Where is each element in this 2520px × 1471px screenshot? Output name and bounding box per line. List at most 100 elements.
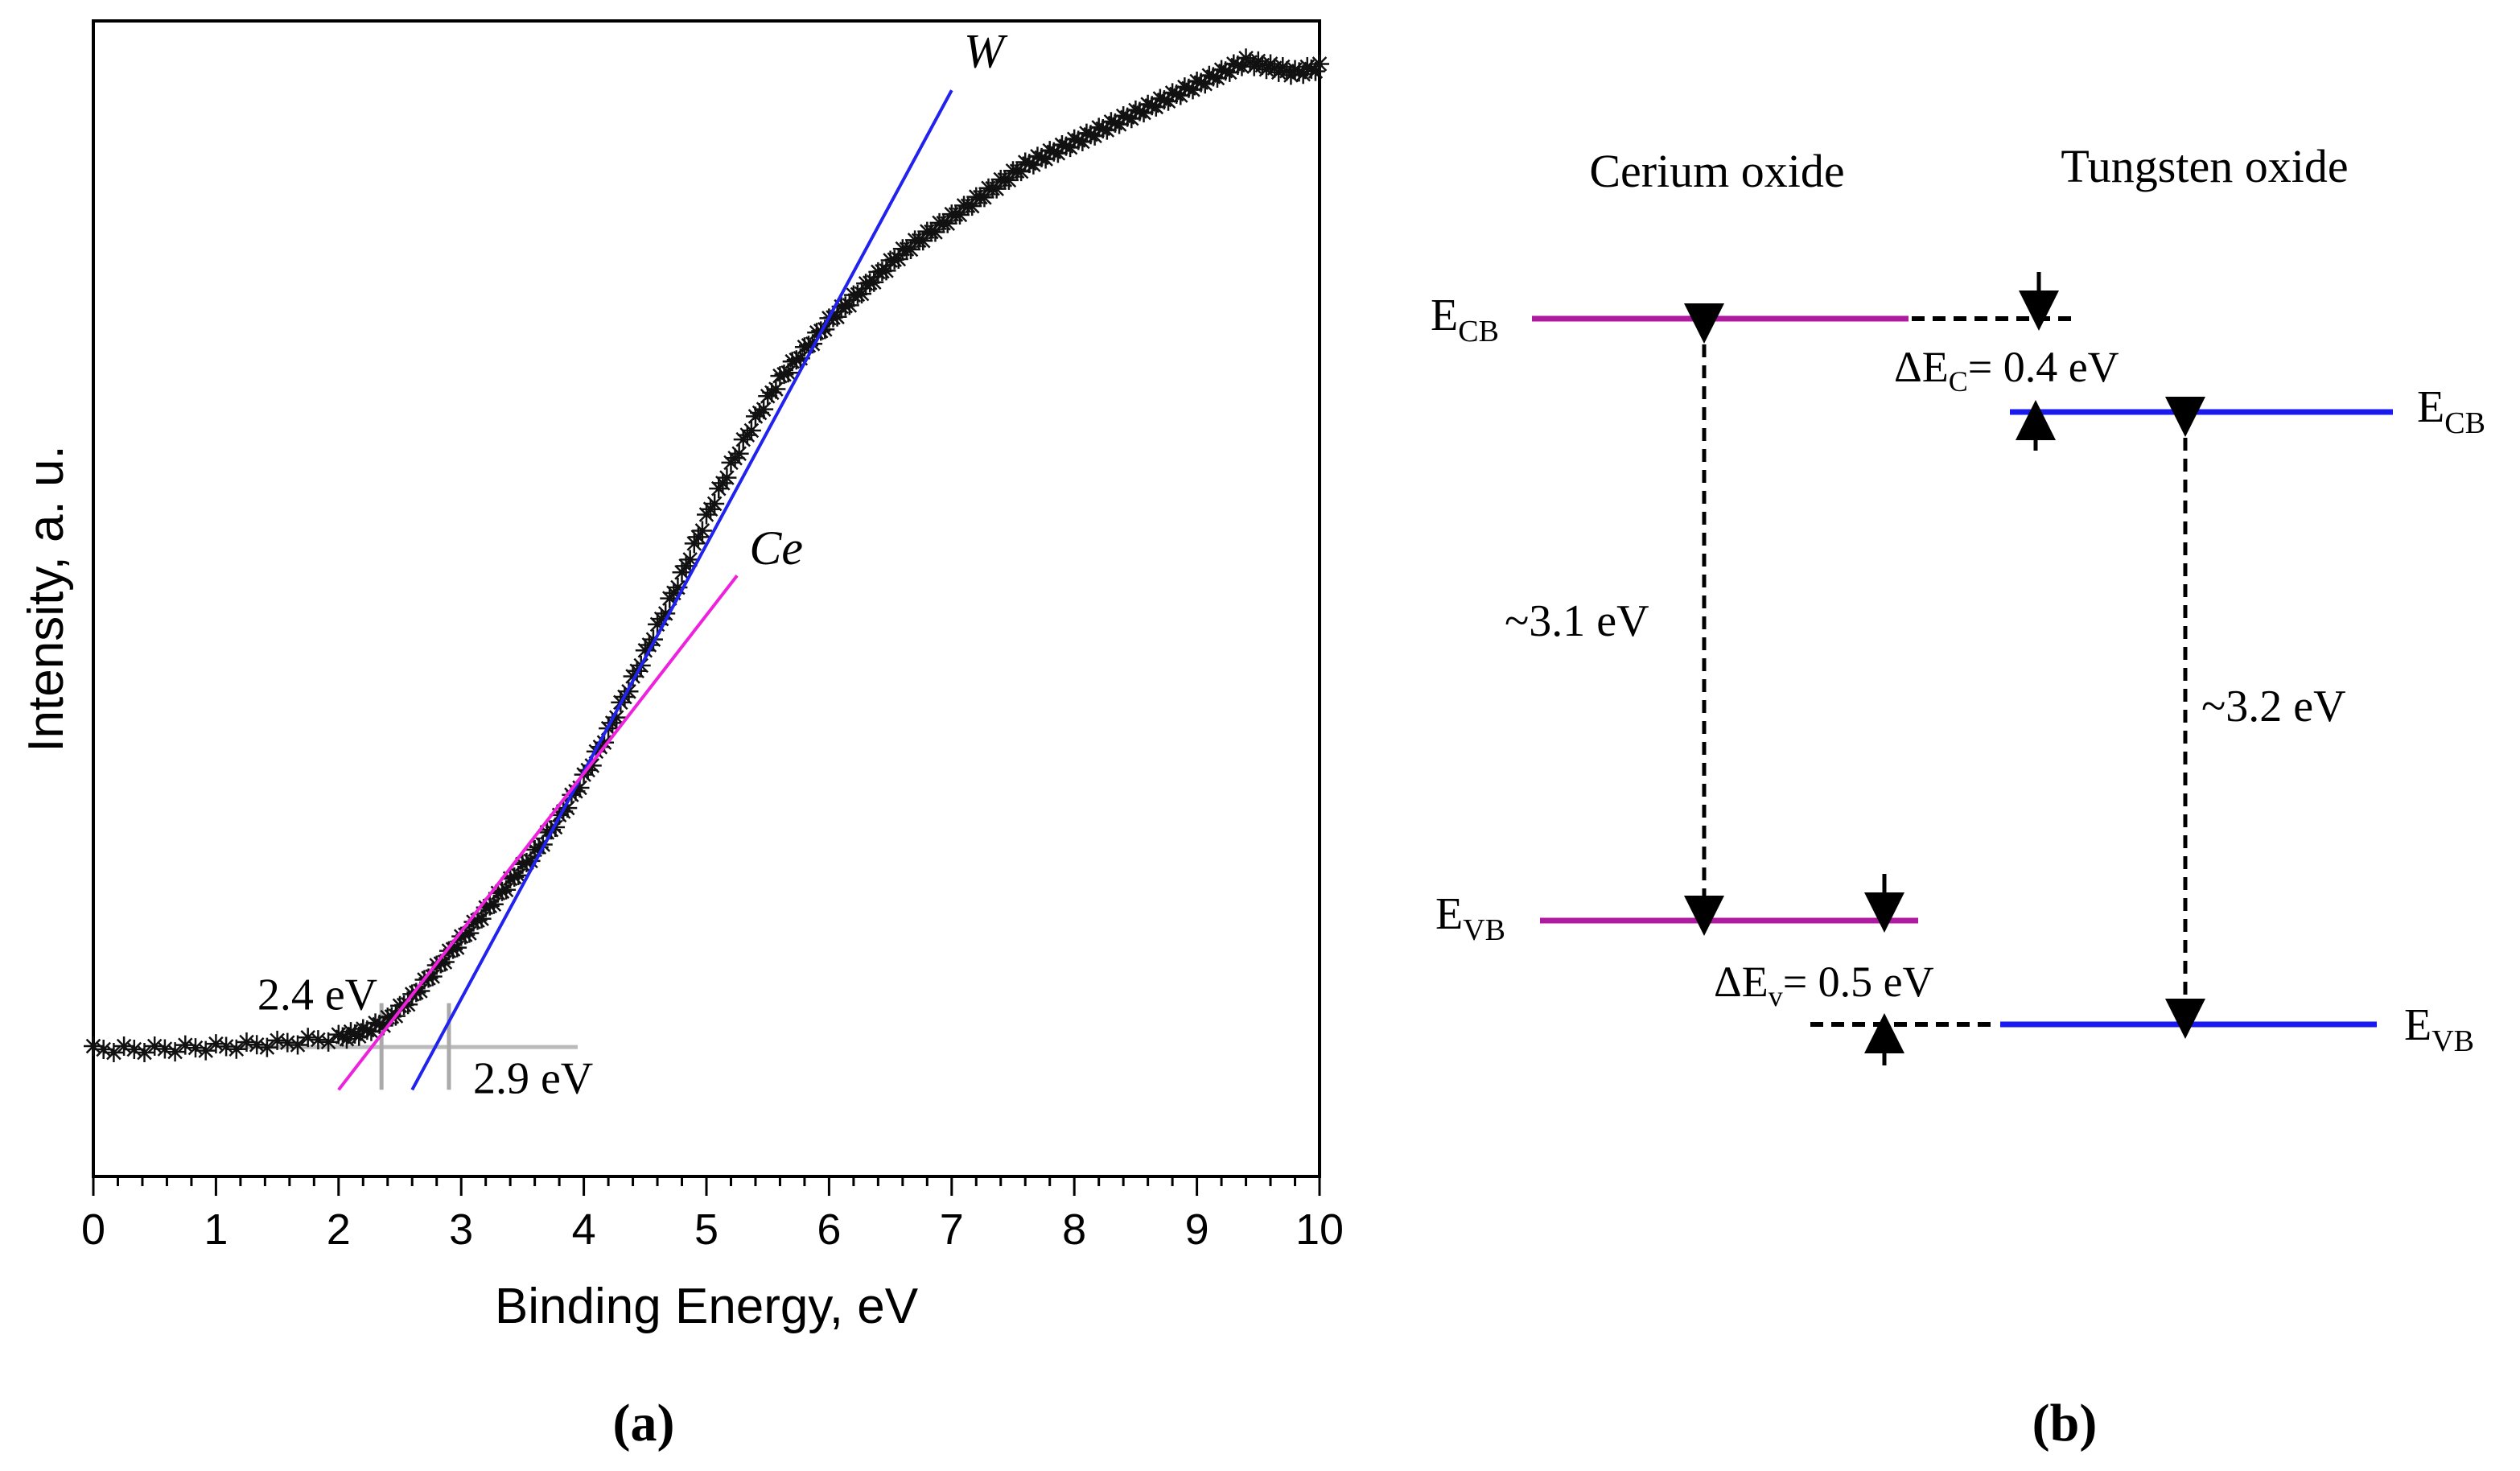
onset-label: 2.9 eV bbox=[473, 1053, 593, 1103]
data-point-star bbox=[741, 420, 761, 440]
data-point-star bbox=[504, 867, 525, 887]
x-tick-label: 4 bbox=[572, 1205, 596, 1254]
data-point-star bbox=[154, 1039, 175, 1059]
delta-ev-label: ΔEv= 0.5 eV bbox=[1714, 958, 1934, 1012]
data-point-star bbox=[84, 1036, 103, 1057]
wo3-ecb-label: ECB bbox=[2417, 382, 2485, 440]
data-point-star bbox=[93, 1040, 113, 1060]
data-point-star bbox=[782, 352, 802, 372]
x-tick-label: 5 bbox=[694, 1205, 719, 1254]
data-point-star bbox=[467, 910, 488, 930]
fit-lines bbox=[337, 89, 953, 1091]
panel-a-chart: 0 1 2 3 4 5 6 7 8 9 10 2.4 eV 2.9 eV W Ce Binding En… bbox=[19, 19, 1344, 1452]
data-point-star bbox=[525, 839, 545, 859]
data-point-star bbox=[226, 1039, 246, 1059]
data-point-star bbox=[447, 937, 467, 958]
data-point-star bbox=[1040, 141, 1060, 161]
x-tick-label: 9 bbox=[1185, 1205, 1209, 1254]
data-point-star bbox=[1150, 89, 1170, 109]
data-point-star bbox=[852, 284, 872, 304]
data-point-star bbox=[803, 334, 823, 354]
data-point-star bbox=[570, 777, 590, 797]
data-point-star bbox=[937, 213, 957, 233]
data-point-star bbox=[1089, 117, 1109, 138]
data-point-star bbox=[1130, 101, 1150, 122]
data-point-star bbox=[1023, 155, 1044, 175]
data-point-star bbox=[134, 1043, 154, 1063]
x-tick-label: 0 bbox=[81, 1205, 105, 1254]
data-point-star bbox=[692, 521, 712, 541]
data-point-star bbox=[1044, 142, 1064, 162]
data-point-star bbox=[1154, 90, 1174, 110]
data-point-star bbox=[418, 968, 439, 988]
data-point-star bbox=[766, 379, 786, 399]
line-label-w: W bbox=[964, 24, 1008, 77]
data-point-star bbox=[373, 1016, 393, 1036]
data-point-star bbox=[430, 954, 451, 974]
data-point-star bbox=[1036, 149, 1056, 169]
data-point-star bbox=[888, 249, 908, 269]
data-point-star bbox=[770, 366, 790, 386]
caption-b: (b) bbox=[2032, 1394, 2098, 1452]
tungsten-oxide-title: Tungsten oxide bbox=[2061, 140, 2348, 192]
data-point-star bbox=[1199, 65, 1219, 85]
x-tick-label: 10 bbox=[1295, 1205, 1344, 1254]
data-point-star bbox=[288, 1035, 307, 1055]
data-point-star bbox=[488, 883, 508, 903]
cerium-oxide-title: Cerium oxide bbox=[1589, 145, 1844, 197]
x-tick-label: 8 bbox=[1062, 1205, 1086, 1254]
data-point-star bbox=[537, 822, 557, 843]
data-point-star bbox=[186, 1038, 205, 1058]
data-point-star bbox=[114, 1036, 134, 1057]
data-point-star bbox=[422, 966, 443, 987]
data-point-star bbox=[443, 939, 463, 959]
data-point-star bbox=[949, 204, 970, 225]
data-point-star bbox=[974, 187, 994, 208]
data-point-star bbox=[1093, 119, 1113, 139]
data-point-star bbox=[815, 319, 835, 340]
data-point-star bbox=[1077, 123, 1097, 143]
ceo2-ecb-label: ECB bbox=[1431, 290, 1499, 348]
data-point-star bbox=[582, 756, 602, 776]
data-point-star bbox=[864, 272, 884, 292]
data-point-star bbox=[668, 578, 688, 598]
data-point-star bbox=[216, 1036, 237, 1057]
data-point-star bbox=[827, 307, 847, 327]
data-point-star bbox=[1297, 57, 1317, 77]
data-point-star bbox=[336, 1029, 356, 1049]
data-point-star bbox=[1203, 67, 1223, 87]
data-point-star bbox=[1134, 103, 1154, 123]
data-point-star bbox=[684, 534, 704, 554]
data-point-star bbox=[754, 399, 774, 419]
data-point-star bbox=[332, 1027, 352, 1047]
data-point-star bbox=[509, 865, 529, 885]
data-point-star bbox=[1208, 68, 1227, 89]
data-point-star bbox=[1232, 56, 1252, 76]
data-point-star bbox=[1027, 146, 1048, 167]
data-point-star bbox=[124, 1040, 144, 1060]
data-point-star bbox=[1081, 125, 1101, 145]
data-point-star bbox=[410, 981, 430, 1001]
data-point-star bbox=[1052, 134, 1072, 155]
x-axis-tick-labels: 0 1 2 3 4 5 6 7 8 9 10 bbox=[81, 1205, 1344, 1254]
data-point-star bbox=[451, 926, 471, 946]
data-point-star bbox=[595, 732, 614, 752]
data-point-star bbox=[365, 1013, 385, 1033]
data-point-star bbox=[361, 1021, 381, 1041]
x-axis-label: Binding Energy, eV bbox=[495, 1279, 919, 1334]
data-point-star bbox=[1085, 126, 1105, 146]
onset-label: 2.4 eV bbox=[257, 970, 377, 1020]
wo3-evb-label: EVB bbox=[2404, 1000, 2474, 1058]
data-point-star bbox=[1106, 113, 1125, 133]
data-point-star bbox=[104, 1043, 124, 1063]
x-tick-label: 1 bbox=[204, 1205, 228, 1254]
data-point-star bbox=[1163, 83, 1183, 103]
data-point-star bbox=[455, 925, 476, 945]
data-point-star bbox=[986, 179, 1007, 199]
data-point-star bbox=[1126, 100, 1146, 120]
data-point-star bbox=[500, 868, 521, 888]
data-point-star bbox=[1011, 162, 1031, 182]
panel-b-diagram: Cerium oxide Tungsten oxide ECB EVB ECB … bbox=[1431, 140, 2485, 1452]
delta-ec-label: ΔEC= 0.4 eV bbox=[1894, 343, 2119, 398]
